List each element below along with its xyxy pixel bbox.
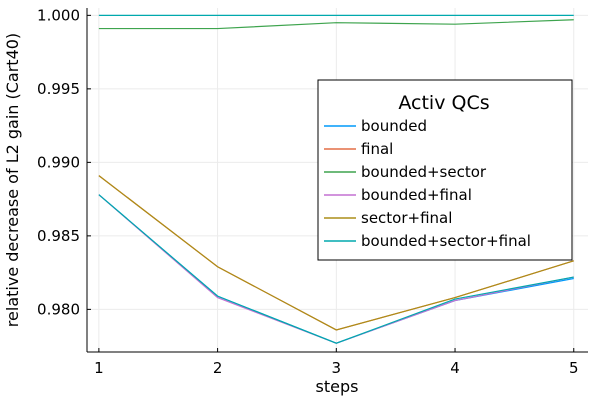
y-axis-label: relative decrease of L2 gain (Cart40) bbox=[3, 33, 22, 327]
series-line-sector-final bbox=[98, 175, 574, 331]
series-line-bounded-sector-final bbox=[98, 194, 574, 344]
legend-label: final bbox=[361, 140, 393, 158]
legend-label: bounded+sector+final bbox=[361, 232, 531, 250]
y-tick-label: 0.995 bbox=[37, 80, 80, 98]
y-tick-label: 1.000 bbox=[37, 6, 80, 24]
x-tick-label: 3 bbox=[332, 359, 342, 377]
y-tick-label: 0.985 bbox=[37, 227, 80, 245]
x-tick-label: 4 bbox=[450, 359, 460, 377]
legend-label: bounded+sector bbox=[361, 163, 487, 181]
axes bbox=[86, 8, 588, 353]
x-axis-label: steps bbox=[316, 377, 359, 396]
tick-labels: 1 2 3 4 5 0.980 0.985 0.990 0.995 1.000 bbox=[37, 6, 578, 377]
x-tick-label: 2 bbox=[213, 359, 223, 377]
series-line-bounded-sector bbox=[98, 19, 574, 30]
series-lines bbox=[98, 14, 574, 344]
legend-label: bounded bbox=[361, 117, 427, 135]
legend-items: bounded final bounded+sector bounded+final s… bbox=[324, 117, 531, 250]
legend: Activ QCs boundedfinalbounded+sectorboun… bbox=[317, 79, 573, 261]
legend-label: sector+final bbox=[361, 209, 452, 227]
legend-label: bounded+final bbox=[361, 186, 472, 204]
legend-title: Activ QCs bbox=[398, 92, 489, 114]
x-tick-label: 5 bbox=[569, 359, 579, 377]
x-tick-label: 1 bbox=[94, 359, 104, 377]
y-tick-label: 0.990 bbox=[37, 153, 80, 171]
y-tick-label: 0.980 bbox=[37, 300, 80, 318]
legend-box bbox=[317, 79, 573, 261]
